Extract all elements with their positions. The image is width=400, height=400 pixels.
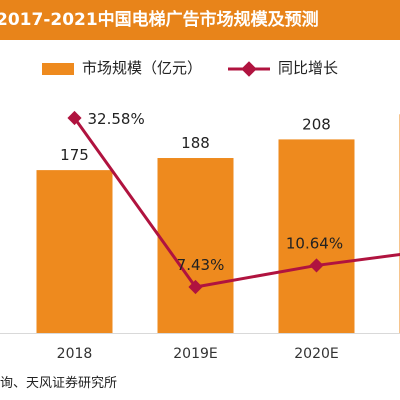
growth-value-label: 32.58%: [88, 110, 145, 128]
growth-line: [73, 117, 400, 289]
bar-value-label: 175: [60, 146, 89, 164]
bar-value-label: 188: [181, 134, 210, 152]
bar-2019E: [157, 158, 234, 333]
bar-2018: [36, 170, 113, 333]
legend-swatch-bar: [42, 63, 74, 75]
chart-title: 2017-2021中国电梯广告市场规模及预测: [0, 0, 400, 40]
x-tick-label: 2019E: [173, 346, 217, 362]
legend: 市场规模（亿元） 同比增长: [0, 54, 400, 82]
x-tick-label: 2018: [57, 346, 93, 362]
legend-label-bar: 市场规模（亿元）: [82, 59, 203, 77]
legend-label-line: 同比增长: [278, 59, 339, 77]
growth-value-label: 10.64%: [286, 234, 343, 252]
growth-marker-2019E: [188, 279, 203, 295]
growth-value-label: 7.43%: [177, 256, 225, 274]
bar-value-label: 208: [302, 115, 331, 133]
source-note: 询、天风证券研究所: [0, 376, 118, 391]
legend-swatch-line: [228, 61, 270, 77]
growth-marker-2020E: [309, 258, 324, 273]
bar-2020E: [278, 139, 355, 333]
x-tick-label: 2020E: [294, 346, 338, 362]
